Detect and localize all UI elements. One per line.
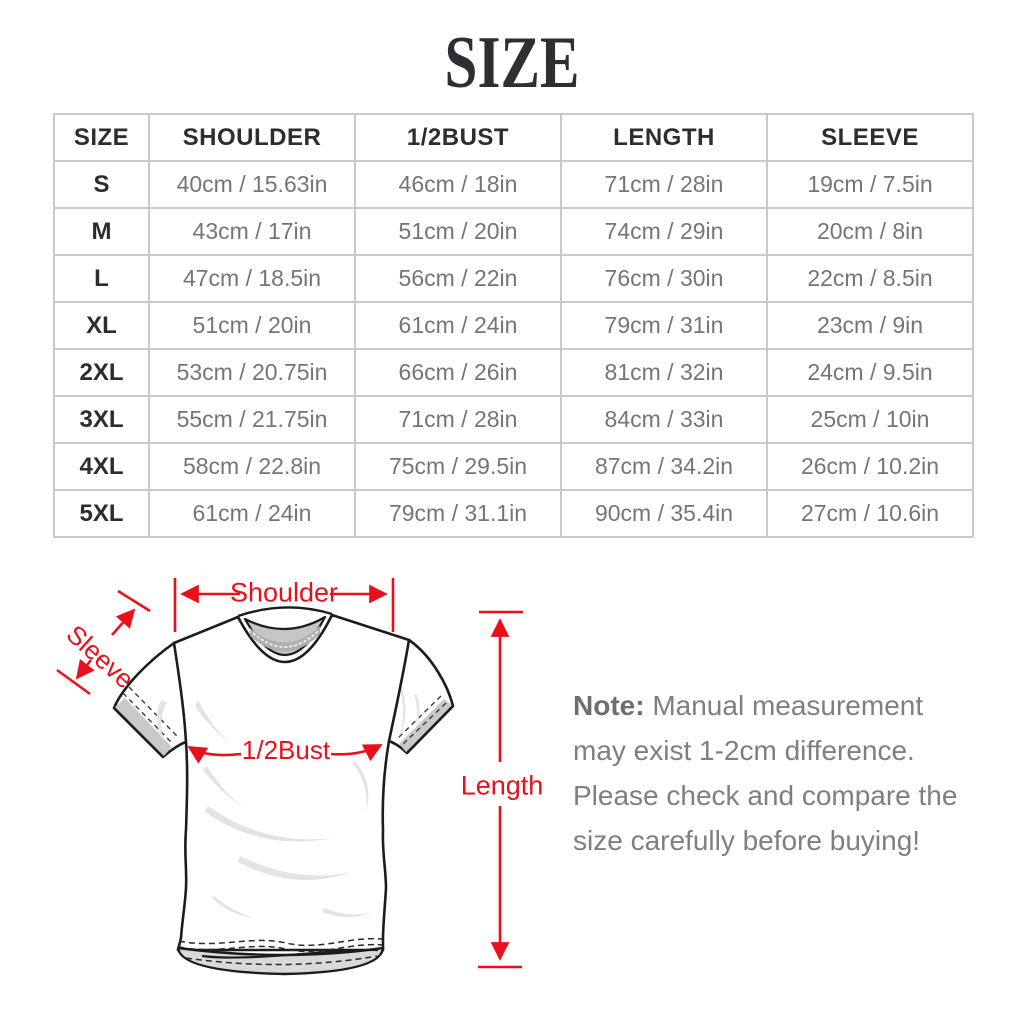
value-cell: 27cm / 10.6in [766,489,974,538]
size-cell: S [53,160,150,209]
value-cell: 47cm / 18.5in [148,254,356,303]
value-cell: 51cm / 20in [354,207,562,256]
table-row: L 47cm / 18.5in 56cm / 22in 76cm / 30in 22cm… [53,254,974,303]
value-cell: 71cm / 28in [354,395,562,444]
value-cell: 75cm / 29.5in [354,442,562,491]
value-cell: 76cm / 30in [560,254,768,303]
value-cell: 53cm / 20.75in [148,348,356,397]
value-cell: 24cm / 9.5in [766,348,974,397]
size-cell: M [53,207,150,256]
shoulder-label: Shoulder [229,577,339,608]
col-header-length: LENGTH [560,113,768,162]
bust-arrow [187,743,383,764]
col-header-shoulder: SHOULDER [148,113,356,162]
value-cell: 25cm / 10in [766,395,974,444]
value-cell: 51cm / 20in [148,301,356,350]
value-cell: 20cm / 8in [766,207,974,256]
table-row: 5XL 61cm / 24in 79cm / 31.1in 90cm / 35.4in… [53,489,974,538]
value-cell: 79cm / 31.1in [354,489,562,538]
tshirt-body [172,613,411,952]
value-cell: 87cm / 34.2in [560,442,768,491]
note-label: Note: [573,690,645,721]
tshirt-measurement-diagram [56,578,523,976]
bust-label: 1/2Bust [241,734,331,765]
value-cell: 84cm / 33in [560,395,768,444]
value-cell: 40cm / 15.63in [148,160,356,209]
value-cell: 79cm / 31in [560,301,768,350]
value-cell: 61cm / 24in [148,489,356,538]
note-body: Manual measurement may exist 1-2cm diffe… [573,690,958,856]
table-row: 4XL 58cm / 22.8in 75cm / 29.5in 87cm / 34.2… [53,442,974,491]
size-cell: XL [53,301,150,350]
left-sleeve [112,641,192,759]
page-title: SIZE [444,22,580,104]
length-arrow [478,610,523,969]
measurement-note: Note: Manual measurement may exist 1-2cm… [573,683,969,863]
size-cell: 5XL [53,489,150,538]
col-header-bust: 1/2BUST [354,113,562,162]
table-header-row: SIZE SHOULDER 1/2BUST LENGTH SLEEVE [53,113,974,162]
size-table: SIZE SHOULDER 1/2BUST LENGTH SLEEVE S 40c… [53,113,974,538]
col-header-size: SIZE [53,113,150,162]
value-cell: 90cm / 35.4in [560,489,768,538]
value-cell: 74cm / 29in [560,207,768,256]
table-row: M 43cm / 17in 51cm / 20in 74cm / 29in 20cm /… [53,207,974,256]
value-cell: 55cm / 21.75in [148,395,356,444]
sleeve-arrow [56,589,151,696]
shoulder-arrow [173,578,395,632]
value-cell: 71cm / 28in [560,160,768,209]
col-header-sleeve: SLEEVE [766,113,974,162]
length-label: Length [460,770,544,801]
value-cell: 46cm / 18in [354,160,562,209]
value-cell: 66cm / 26in [354,348,562,397]
value-cell: 23cm / 9in [766,301,974,350]
table-row: S 40cm / 15.63in 46cm / 18in 71cm / 28in 19c… [53,160,974,209]
value-cell: 81cm / 32in [560,348,768,397]
collar [237,606,333,657]
value-cell: 61cm / 24in [354,301,562,350]
table-row: XL 51cm / 20in 61cm / 24in 79cm / 31in 23cm … [53,301,974,350]
table-row: 3XL 55cm / 21.75in 71cm / 28in 84cm / 33in 2… [53,395,974,444]
value-cell: 26cm / 10.2in [766,442,974,491]
size-cell: 2XL [53,348,150,397]
value-cell: 56cm / 22in [354,254,562,303]
size-table-body: S 40cm / 15.63in 46cm / 18in 71cm / 28in 19c… [53,160,974,538]
value-cell: 58cm / 22.8in [148,442,356,491]
value-cell: 19cm / 7.5in [766,160,974,209]
value-cell: 22cm / 8.5in [766,254,974,303]
table-row: 2XL 53cm / 20.75in 66cm / 26in 81cm / 32in 2… [53,348,974,397]
size-cell: L [53,254,150,303]
size-cell: 3XL [53,395,150,444]
value-cell: 43cm / 17in [148,207,356,256]
hem [176,937,385,976]
size-cell: 4XL [53,442,150,491]
